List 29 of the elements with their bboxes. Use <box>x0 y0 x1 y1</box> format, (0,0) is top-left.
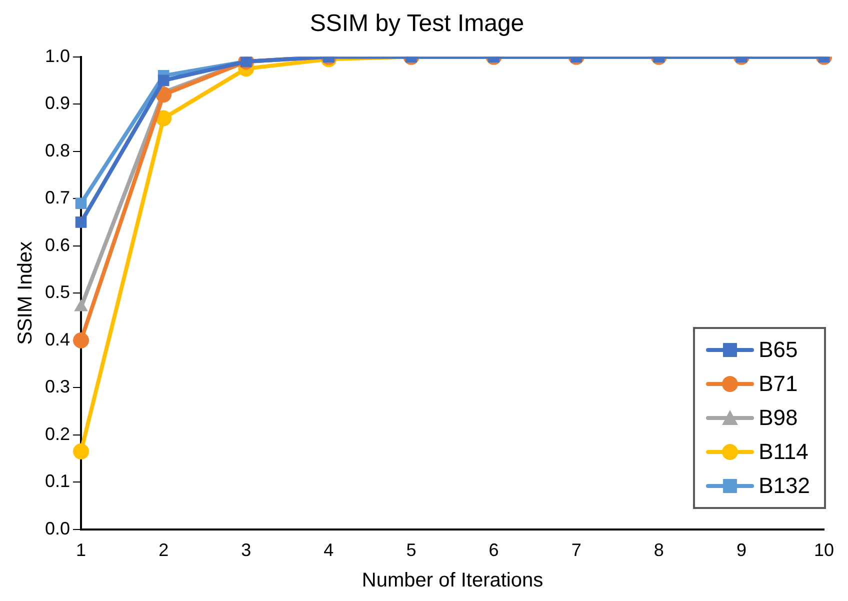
y-tick-label: 0.4 <box>44 329 70 350</box>
x-tick-label: 7 <box>571 540 582 560</box>
x-tick-label: 3 <box>241 540 252 560</box>
y-tick-label: 0.0 <box>44 518 70 538</box>
legend-label: B132 <box>758 473 810 499</box>
legend-label: B71 <box>758 371 798 397</box>
x-tick-label: 5 <box>406 540 416 560</box>
y-tick-label: 0.1 <box>44 471 70 492</box>
y-tick-label: 0.6 <box>44 234 70 255</box>
legend-label: B114 <box>758 439 808 465</box>
y-tick-label: 0.9 <box>44 93 70 114</box>
x-axis-title: Number of Iterations <box>362 570 544 592</box>
x-tick-label: 8 <box>654 540 664 560</box>
x-tick-label: 10 <box>814 540 834 560</box>
legend-label: B98 <box>758 405 798 431</box>
y-tick-label: 0.7 <box>44 188 70 208</box>
x-tick-label: 1 <box>76 540 86 560</box>
y-tick-label: 0.2 <box>44 424 70 444</box>
x-tick-label: 2 <box>158 540 169 560</box>
x-tick-label: 6 <box>488 540 499 560</box>
y-axis-title: SSIM Index <box>14 241 37 345</box>
x-tick-label: 4 <box>324 540 334 560</box>
y-tick-label: 0.3 <box>44 376 70 397</box>
y-tick-label: 1.0 <box>44 46 70 66</box>
x-tick-label: 9 <box>736 540 746 560</box>
legend-label: B65 <box>758 337 798 363</box>
chart-title: SSIM by Test Image <box>310 10 524 38</box>
y-tick-label: 0.5 <box>44 282 70 302</box>
y-tick-label: 0.8 <box>44 140 70 160</box>
